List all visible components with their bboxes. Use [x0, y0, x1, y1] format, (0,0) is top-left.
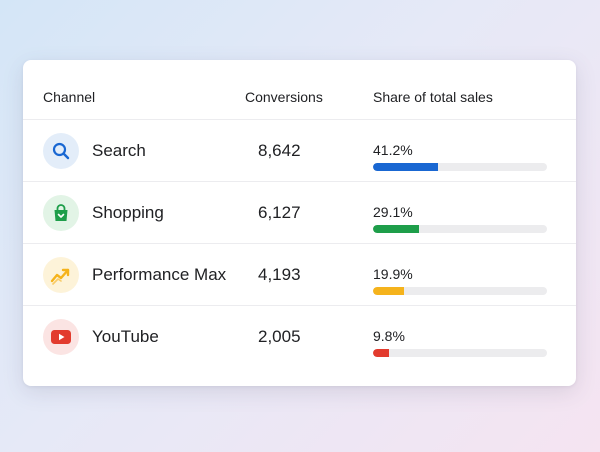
channel-name: Search	[92, 141, 146, 160]
share-bar-fill	[373, 225, 420, 233]
table-row-search: Search 8,642 41.2%	[23, 120, 576, 182]
table-row-performance-max: Performance Max 4,193 19.9%	[23, 244, 576, 306]
share-percentage: 41.2%	[373, 142, 413, 158]
column-header-share: Share of total sales	[373, 89, 493, 105]
share-percentage: 19.9%	[373, 266, 413, 282]
channel-performance-card: Channel Conversions Share of total sales…	[23, 60, 576, 386]
channel-name: Shopping	[92, 203, 164, 222]
channel-name: Performance Max	[92, 265, 227, 284]
column-header-conversions: Conversions	[245, 89, 323, 105]
conversions-value: 2,005	[258, 327, 301, 346]
column-header-channel: Channel	[43, 89, 96, 105]
share-bar-fill	[373, 349, 389, 357]
channel-name: YouTube	[92, 327, 159, 346]
search-icon	[43, 133, 79, 169]
share-bar-track	[373, 225, 547, 233]
share-bar-track	[373, 287, 547, 295]
table-row-shopping: Shopping 6,127 29.1%	[23, 182, 576, 244]
share-bar-fill	[373, 163, 439, 171]
trending-up-icon	[43, 257, 79, 293]
shopping-bag-icon	[43, 195, 79, 231]
share-bar-track	[373, 349, 547, 357]
youtube-icon	[43, 319, 79, 355]
table-row-youtube: YouTube 2,005 9.8%	[23, 306, 576, 368]
share-percentage: 9.8%	[373, 328, 405, 344]
share-bar-track	[373, 163, 547, 171]
conversions-value: 4,193	[258, 265, 301, 284]
conversions-value: 8,642	[258, 141, 301, 160]
table-header: Channel Conversions Share of total sales	[23, 60, 576, 120]
share-bar-fill	[373, 287, 405, 295]
share-percentage: 29.1%	[373, 204, 413, 220]
conversions-value: 6,127	[258, 203, 301, 222]
